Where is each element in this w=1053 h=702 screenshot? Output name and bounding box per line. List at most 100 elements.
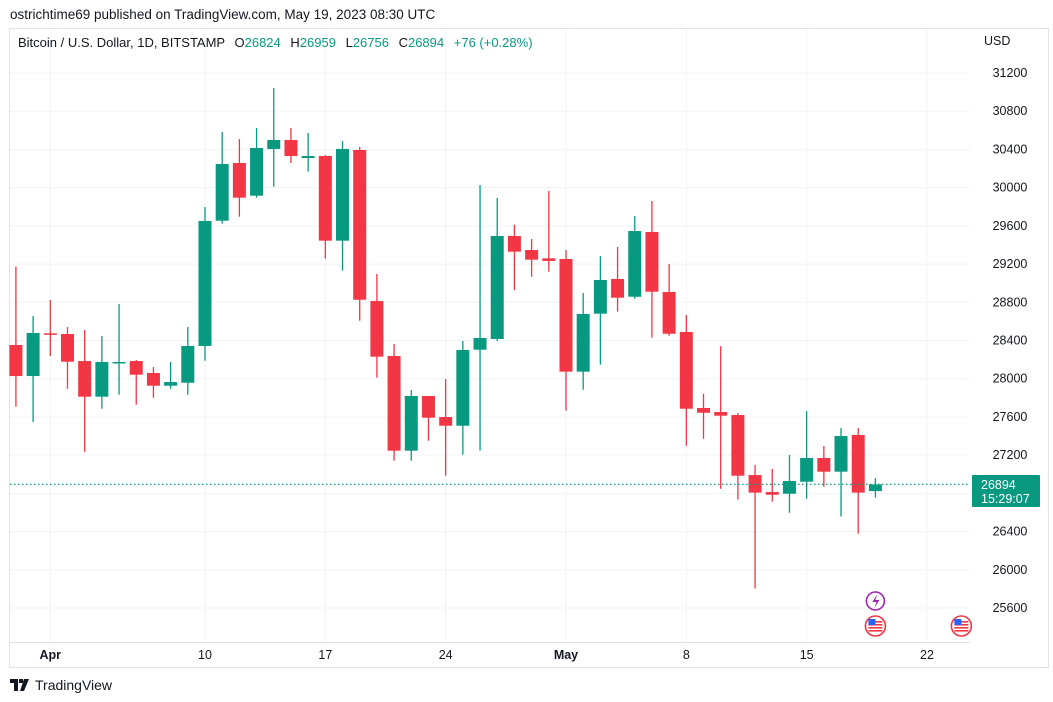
candle[interactable] [628, 216, 642, 299]
candle-body [611, 278, 625, 298]
price-tick-label: 27600 [993, 410, 1028, 424]
open-label: O [234, 35, 245, 50]
candle[interactable] [697, 393, 711, 439]
price-tick-label: 27200 [993, 448, 1028, 462]
candle[interactable] [9, 266, 23, 407]
time-tick-label: 10 [198, 648, 212, 662]
candle[interactable] [456, 340, 470, 455]
candle-body [800, 458, 814, 482]
candle-body [181, 345, 195, 383]
candle[interactable] [834, 428, 848, 517]
candle-body [490, 235, 504, 339]
candle[interactable] [542, 190, 556, 272]
time-tick-label: 15 [800, 648, 814, 662]
time-tick-label: 17 [318, 648, 332, 662]
candle[interactable] [421, 396, 435, 441]
close-value: 26894 [407, 35, 445, 50]
candle[interactable] [26, 315, 40, 423]
candle[interactable] [404, 390, 418, 461]
candle[interactable] [645, 201, 659, 338]
price-tick-label: 31200 [993, 66, 1028, 80]
candle[interactable] [353, 147, 367, 321]
price-tick-label: 28400 [993, 334, 1028, 348]
candle-body [697, 407, 711, 413]
candle-body [215, 163, 229, 221]
candle[interactable] [215, 132, 229, 224]
candle[interactable] [593, 256, 607, 365]
candle-body [336, 148, 350, 241]
candle[interactable] [714, 346, 728, 489]
tradingview-logo[interactable]: TradingView [10, 677, 112, 693]
candle[interactable] [267, 87, 281, 187]
candle[interactable] [473, 184, 487, 451]
candle-body [146, 372, 160, 386]
candle[interactable] [336, 141, 350, 271]
lightning-icon[interactable] [865, 591, 886, 611]
flag-stripe [954, 630, 969, 632]
events [864, 591, 973, 637]
flag-stripe [868, 627, 883, 629]
candle[interactable] [559, 250, 573, 411]
candle[interactable] [490, 197, 504, 341]
candle[interactable] [301, 132, 315, 172]
tradingview-logo-icon [10, 679, 29, 691]
candle[interactable] [439, 379, 453, 476]
candle[interactable] [817, 445, 831, 487]
last-price-badge: 26894 15:29:07 [972, 475, 1040, 507]
candle-body [525, 250, 539, 260]
candle[interactable] [43, 300, 57, 356]
candle[interactable] [662, 263, 676, 336]
candle[interactable] [129, 360, 143, 405]
candle[interactable] [765, 469, 779, 502]
candle-body [26, 332, 40, 377]
candle[interactable] [868, 478, 882, 498]
high-value: 26959 [299, 35, 336, 50]
candle[interactable] [95, 336, 109, 409]
high-label: H [290, 35, 300, 50]
candle[interactable] [181, 327, 195, 395]
candle-body [593, 280, 607, 314]
candle-body [404, 396, 418, 451]
published-by: ostrichtime69 published on TradingView.c… [10, 7, 436, 22]
price-tick-label: 30800 [993, 104, 1028, 118]
candle[interactable] [198, 207, 212, 361]
us-flag-icon[interactable] [864, 615, 887, 637]
candle-body [645, 231, 659, 292]
low-value: 26756 [352, 35, 389, 50]
candle[interactable] [318, 154, 332, 259]
candle-body [731, 415, 745, 476]
price-tick-label: 28000 [993, 372, 1028, 386]
price-tick-label: 29200 [993, 257, 1028, 271]
candle[interactable] [576, 293, 590, 390]
candle[interactable] [112, 304, 126, 395]
candle[interactable] [284, 128, 298, 163]
candle[interactable] [611, 246, 625, 312]
time-tick-label: 8 [683, 648, 690, 662]
flag-stripe [868, 630, 883, 632]
candle[interactable] [731, 413, 745, 500]
candle[interactable] [232, 139, 246, 217]
currency-label: USD [984, 34, 1010, 48]
candle[interactable] [78, 330, 92, 452]
candle-body [439, 417, 453, 426]
symbol-legend: Bitcoin / U.S. Dollar, 1D, BITSTAMP O268… [18, 35, 533, 50]
time-axis: Apr 10 17 24 May 8 15 22 [40, 648, 934, 662]
candle[interactable] [250, 128, 264, 198]
candle[interactable] [164, 362, 178, 389]
candle-body [817, 458, 831, 472]
candle[interactable] [387, 343, 401, 461]
candle-body [387, 355, 401, 451]
time-tick-label: 22 [920, 648, 934, 662]
candle[interactable] [525, 238, 539, 277]
candle[interactable] [851, 428, 865, 534]
candle[interactable] [370, 274, 384, 378]
candle-body [679, 332, 693, 409]
us-flag-icon[interactable] [950, 615, 973, 637]
candle-body [95, 362, 109, 397]
low-label: L [345, 35, 353, 50]
candle[interactable] [679, 315, 693, 446]
candle[interactable] [60, 327, 74, 389]
candle[interactable] [507, 224, 521, 290]
candle[interactable] [146, 366, 160, 398]
